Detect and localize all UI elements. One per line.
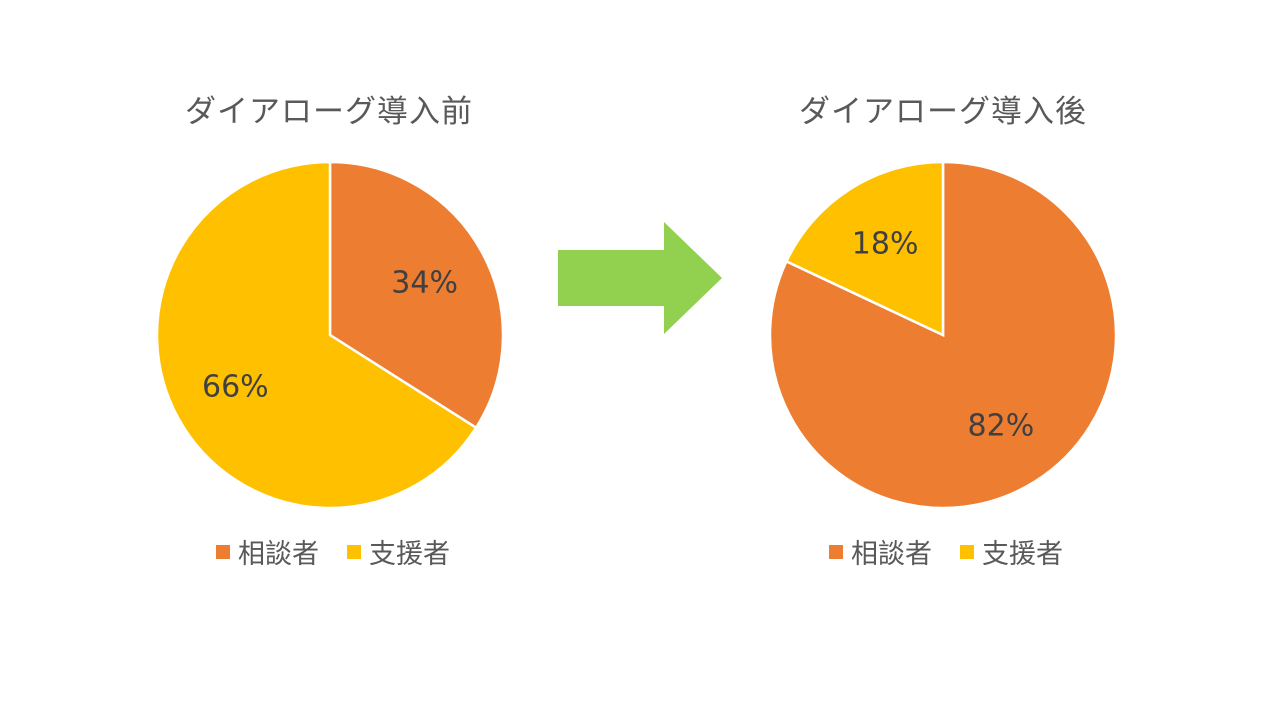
legend-after: 相談者 支援者 — [746, 532, 1146, 571]
legend-swatch-consultee — [216, 544, 230, 559]
legend-label-consultee: 相談者 — [851, 539, 932, 570]
legend-label-consultee: 相談者 — [238, 539, 319, 570]
pie-chart-before: 34% 66% — [155, 160, 505, 510]
legend-swatch-consultee — [829, 544, 843, 559]
data-label-supporter: 18% — [852, 226, 919, 261]
slice-supporter — [784, 160, 945, 337]
legend-swatch-supporter — [347, 544, 361, 559]
data-label-supporter: 66% — [202, 370, 269, 405]
legend-item-supporter: 支援者 — [960, 532, 1063, 571]
legend-swatch-supporter — [960, 544, 974, 559]
legend-item-supporter: 支援者 — [347, 532, 450, 571]
chart-title-before: ダイアローグ導入前 — [185, 94, 473, 130]
legend-item-consultee: 相談者 — [829, 532, 932, 571]
pie-chart-after: 82% 18% — [768, 160, 1118, 510]
chart-title-after: ダイアローグ導入後 — [799, 94, 1087, 130]
data-label-consultee: 82% — [968, 409, 1035, 444]
legend-before: 相談者 支援者 — [133, 532, 533, 571]
data-label-consultee: 34% — [391, 265, 458, 300]
legend-label-supporter: 支援者 — [982, 539, 1063, 570]
slice-supporter — [155, 160, 478, 510]
right-arrow-icon — [558, 222, 722, 334]
legend-item-consultee: 相談者 — [216, 532, 319, 571]
legend-label-supporter: 支援者 — [369, 539, 450, 570]
